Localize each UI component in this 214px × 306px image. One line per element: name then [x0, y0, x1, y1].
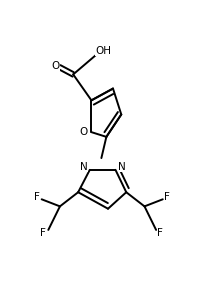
Text: F: F: [40, 228, 46, 238]
Text: F: F: [164, 192, 170, 202]
Text: F: F: [34, 192, 40, 202]
Text: O: O: [52, 61, 60, 71]
Text: F: F: [157, 228, 163, 238]
Text: O: O: [80, 127, 88, 137]
Text: N: N: [118, 162, 126, 173]
Text: OH: OH: [95, 46, 111, 56]
Text: N: N: [80, 162, 88, 173]
